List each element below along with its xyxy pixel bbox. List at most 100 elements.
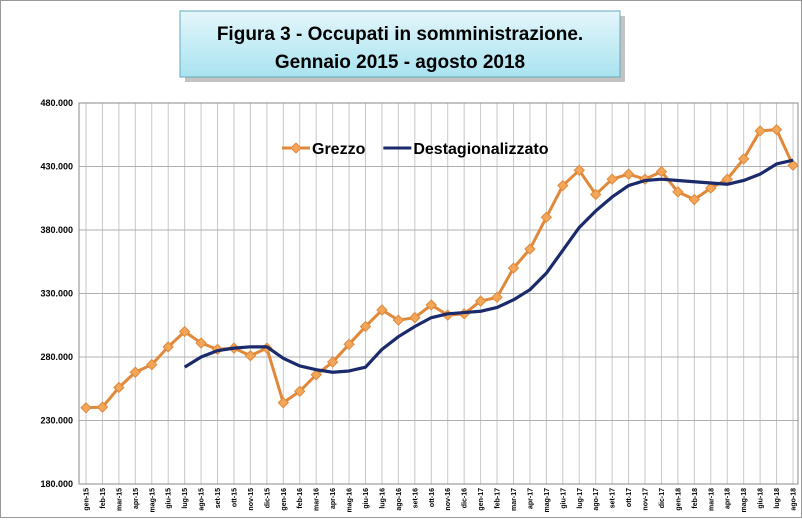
x-tick-label: apr-15 (133, 488, 140, 509)
y-tick-label: 380.000 (40, 225, 73, 235)
point-marker (655, 165, 668, 178)
point-marker (359, 320, 372, 333)
point-marker (754, 125, 766, 137)
point-marker (294, 385, 306, 397)
point-marker (277, 397, 290, 409)
x-tick-label: mag-16 (347, 488, 354, 513)
point-marker (409, 311, 421, 324)
point-marker (113, 381, 125, 394)
x-tick-label: mag-17 (544, 488, 551, 513)
x-tick-label: set-15 (215, 488, 222, 508)
point-marker (146, 358, 158, 371)
x-tick-label: mag-18 (741, 488, 748, 513)
x-tick-label: nov-16 (445, 488, 452, 511)
point-marker (425, 299, 437, 311)
x-tick-label: mag-15 (149, 488, 156, 513)
chart-title: Figura 3 - Occupati in somministrazione. (217, 24, 583, 45)
point-marker (392, 314, 405, 326)
x-tick-label: gen-16 (281, 488, 288, 511)
point-marker (80, 402, 92, 414)
point-marker (589, 188, 602, 201)
x-tick-label: mar-15 (116, 488, 123, 511)
x-tick-label: giu-17 (560, 488, 567, 509)
y-tick-label: 180.000 (40, 479, 73, 489)
series-line (183, 158, 794, 374)
x-tick-label: giu-18 (758, 488, 765, 509)
point-marker (376, 304, 388, 316)
chart-subtitle: Gennaio 2015 - agosto 2018 (275, 52, 525, 73)
x-tick-label: dic-16 (462, 488, 469, 508)
title-box (179, 10, 621, 78)
y-tick-label: 280.000 (40, 352, 73, 362)
point-marker (705, 182, 717, 194)
legend-label: Destagionalizzato (413, 141, 548, 158)
x-tick-label: ago-17 (593, 488, 600, 511)
x-tick-label: apr-17 (527, 488, 534, 509)
x-tick-label: lug-15 (182, 488, 189, 509)
point-marker (129, 366, 142, 378)
x-tick-label: feb-16 (297, 488, 304, 509)
y-tick-label: 480.000 (40, 98, 73, 108)
x-tick-label: ago-16 (396, 488, 403, 511)
x-tick-label: lug-18 (774, 488, 781, 509)
point-marker (557, 179, 569, 192)
x-tick-label: feb-18 (692, 488, 699, 509)
point-marker (195, 337, 207, 349)
x-tick-label: ott-17 (626, 488, 633, 507)
point-marker (474, 295, 487, 307)
x-tick-label: nov-17 (643, 488, 650, 511)
x-tick-label: mar-18 (708, 488, 715, 511)
x-tick-label: set-17 (610, 488, 617, 508)
point-marker (688, 193, 701, 206)
y-tick-label: 330.000 (40, 289, 73, 299)
x-tick-label: ago-18 (791, 488, 798, 511)
x-tick-label: apr-16 (330, 488, 337, 509)
point-marker (491, 291, 503, 304)
point-marker (343, 338, 355, 351)
point-marker (244, 350, 257, 362)
x-tick-label: ott-15 (231, 488, 238, 507)
point-marker (540, 211, 553, 224)
plot-area: 180.000 230.000 280.000 330.000 380.000 430.0… (40, 98, 799, 513)
point-marker (178, 325, 191, 338)
x-tick-label: apr-18 (725, 488, 732, 509)
plot-border (78, 102, 799, 485)
x-tick-label: feb-17 (495, 488, 502, 509)
x-tick-label: mar-17 (511, 488, 518, 511)
legend-label: Grezzo (312, 141, 366, 158)
x-tick-label: gen-17 (478, 488, 485, 511)
legend-marker (290, 142, 302, 154)
x-tick-label: giu-15 (166, 488, 173, 509)
x-tick-label: gen-18 (675, 488, 682, 511)
x-tick-label: feb-15 (100, 488, 107, 509)
point-marker (573, 164, 585, 177)
point-marker (310, 369, 322, 381)
y-tick-label: 430.000 (40, 162, 73, 172)
x-tick-label: dic-17 (659, 488, 666, 508)
point-marker (606, 173, 618, 185)
x-tick-label: nov-15 (248, 488, 255, 511)
x-tick-label: giu-16 (363, 488, 370, 509)
x-tick-label: set-16 (412, 488, 419, 508)
point-marker (524, 243, 536, 255)
x-tick-label: lug-17 (577, 488, 584, 509)
y-tick-label: 230.000 (40, 416, 73, 426)
x-tick-label: ago-15 (199, 488, 206, 511)
x-tick-label: dic-15 (264, 488, 271, 508)
point-marker (672, 186, 684, 198)
point-marker (787, 159, 799, 171)
point-marker (326, 356, 339, 368)
point-marker (162, 341, 174, 353)
x-tick-label: ott-16 (429, 488, 436, 507)
x-tick-label: gen-15 (84, 488, 91, 511)
x-tick-label: mar-16 (314, 488, 321, 511)
point-marker (622, 168, 635, 180)
point-marker (737, 153, 750, 165)
x-tick-label: lug-16 (379, 488, 386, 509)
point-marker (507, 262, 520, 274)
point-marker (96, 401, 109, 413)
point-marker (770, 123, 783, 136)
